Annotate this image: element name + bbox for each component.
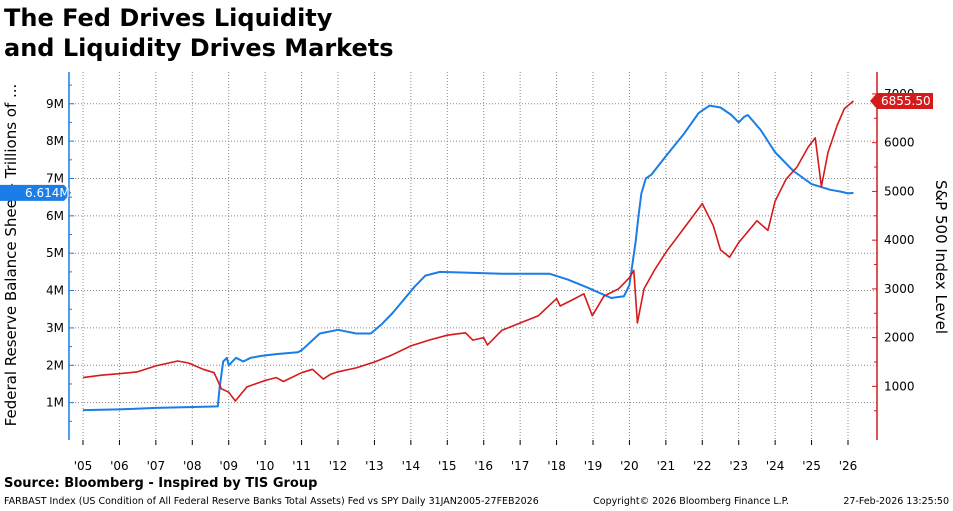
- chart: 1M 2M 3M 4M 5M 6M 7M 8M 9M 1000 2000 3000 4000 5000 6…: [0, 72, 950, 473]
- right-tick-label: 5000: [884, 184, 915, 198]
- x-tick-label: '11: [292, 459, 311, 473]
- x-tick-label: '25: [802, 459, 821, 473]
- x-tick-label: '09: [219, 459, 238, 473]
- x-axis-ticks: '05 '06 '07 '08 '09 '10 '11 '12 '13 '14 '15 '16 '17 '…: [74, 459, 858, 473]
- left-tick-label: 2M: [46, 358, 64, 372]
- left-tick-label: 9M: [46, 97, 64, 111]
- x-tick-label: '08: [183, 459, 202, 473]
- spx-last-value-marker: 6855.50: [870, 93, 933, 110]
- series-line-sp500: [82, 100, 855, 402]
- left-tick-label: 8M: [46, 134, 64, 148]
- x-tick-label: '15: [438, 459, 457, 473]
- left-tick-label: 3M: [46, 321, 64, 335]
- x-tick-label: '24: [766, 459, 785, 473]
- right-tick-label: 6000: [884, 136, 915, 150]
- x-tick-label: '23: [729, 459, 748, 473]
- x-tick-label: '26: [839, 459, 858, 473]
- x-tick-label: '10: [256, 459, 275, 473]
- x-tick-label: '12: [329, 459, 348, 473]
- grid-lines: [69, 72, 877, 445]
- left-tick-label: 4M: [46, 284, 64, 298]
- x-tick-label: '07: [147, 459, 166, 473]
- left-tick-label: 1M: [46, 396, 64, 410]
- x-tick-label: '18: [547, 459, 566, 473]
- x-tick-label: '17: [511, 459, 530, 473]
- x-tick-label: '14: [402, 459, 421, 473]
- x-tick-label: '19: [584, 459, 603, 473]
- x-tick-label: '13: [365, 459, 384, 473]
- footer-index-info: FARBAST Index (US Condition of All Feder…: [4, 496, 539, 507]
- x-tick-label: '16: [474, 459, 493, 473]
- right-tick-label: 4000: [884, 233, 915, 247]
- fed-last-value-label: 6.614M: [25, 186, 70, 200]
- x-tick-label: '21: [657, 459, 676, 473]
- spx-last-value-label: 6855.50: [881, 94, 931, 108]
- x-tick-label: '22: [693, 459, 712, 473]
- left-axis-ticks: 1M 2M 3M 4M 5M 6M 7M 8M 9M: [46, 84, 74, 422]
- footer: FARBAST Index (US Condition of All Feder…: [4, 496, 949, 507]
- chart-title: The Fed Drives Liquidity and Liquidity D…: [4, 3, 394, 63]
- source-note: Source: Bloomberg - Inspired by TIS Grou…: [4, 476, 318, 491]
- series-line-fed-balance-sheet: [82, 104, 854, 412]
- footer-timestamp: 27-Feb-2026 13:25:50: [843, 496, 949, 507]
- right-tick-label: 3000: [884, 282, 915, 296]
- fed-last-value-marker: 6.614M: [0, 184, 71, 201]
- fed-last-value-badge: [0, 184, 71, 201]
- x-tick-label: '05: [74, 459, 93, 473]
- right-axis-ticks: 1000200030004000500060007000: [872, 87, 915, 412]
- left-tick-label: 5M: [46, 246, 64, 260]
- spx-last-value-badge: [870, 93, 933, 110]
- left-tick-label: 7M: [46, 171, 64, 185]
- right-axis-label: S&P 500 Index Level: [932, 180, 950, 334]
- series-lines: [82, 100, 855, 412]
- left-axis-label: Federal Reserve Balance Sheet - Trillion…: [2, 84, 20, 427]
- left-tick-label: 6M: [46, 209, 64, 223]
- chart-title-line2: and Liquidity Drives Markets: [4, 34, 394, 62]
- x-tick-label: '06: [110, 459, 129, 473]
- chart-title-line1: The Fed Drives Liquidity: [4, 4, 333, 32]
- x-tick-label: '20: [620, 459, 639, 473]
- right-tick-label: 1000: [884, 379, 915, 393]
- footer-copyright: Copyright© 2026 Bloomberg Finance L.P.: [593, 496, 789, 507]
- right-tick-label: 2000: [884, 331, 915, 345]
